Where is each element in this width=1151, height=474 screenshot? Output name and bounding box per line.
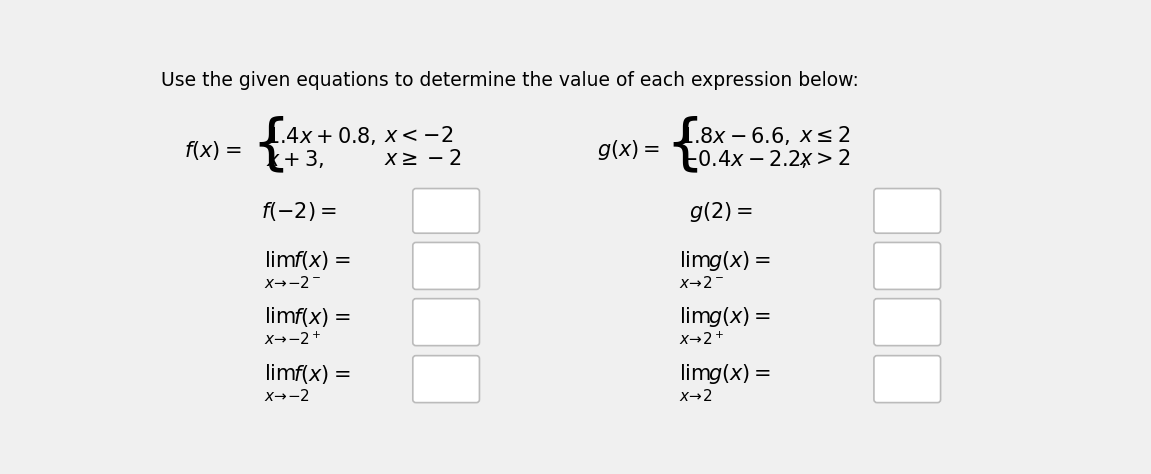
Text: $f(x) =$: $f(x) =$ <box>184 138 242 162</box>
FancyBboxPatch shape <box>413 189 480 233</box>
Text: $f(x) =$: $f(x) =$ <box>294 249 351 273</box>
Text: $x\!\rightarrow\!{-}2^-$: $x\!\rightarrow\!{-}2^-$ <box>264 275 321 291</box>
Text: $x\!\rightarrow\!{-}2$: $x\!\rightarrow\!{-}2$ <box>264 388 310 404</box>
Text: $g(x) =$: $g(x) =$ <box>708 249 771 273</box>
Text: $f(x) =$: $f(x) =$ <box>294 306 351 328</box>
Text: $g(2) =$: $g(2) =$ <box>689 200 754 224</box>
Text: $x \geq -2$: $x \geq -2$ <box>384 149 462 169</box>
Text: $x\!\rightarrow\!2$: $x\!\rightarrow\!2$ <box>679 388 712 404</box>
FancyBboxPatch shape <box>413 242 480 290</box>
Text: $x \leq 2$: $x \leq 2$ <box>799 126 851 146</box>
Text: $1.4x + 0.8,$: $1.4x + 0.8,$ <box>266 125 376 147</box>
Text: $x > 2$: $x > 2$ <box>799 149 851 169</box>
Text: $x + 3,$: $x + 3,$ <box>266 148 325 170</box>
Text: $\lim$: $\lim$ <box>264 364 296 384</box>
Text: $\lim$: $\lim$ <box>679 364 710 384</box>
Text: $g(x) =$: $g(x) =$ <box>597 138 661 162</box>
Text: $x\!\rightarrow\!{-}2^+$: $x\!\rightarrow\!{-}2^+$ <box>264 331 321 348</box>
Text: $\lim$: $\lim$ <box>264 307 296 327</box>
FancyBboxPatch shape <box>874 356 940 402</box>
FancyBboxPatch shape <box>874 242 940 290</box>
Text: $g(x) =$: $g(x) =$ <box>708 362 771 386</box>
Text: $\{$: $\{$ <box>251 115 284 175</box>
FancyBboxPatch shape <box>413 299 480 346</box>
Text: $1.8x - 6.6,$: $1.8x - 6.6,$ <box>680 125 791 147</box>
Text: $x < -2$: $x < -2$ <box>384 126 453 146</box>
Text: $-0.4x - 2.2,$: $-0.4x - 2.2,$ <box>680 148 808 170</box>
FancyBboxPatch shape <box>413 356 480 402</box>
Text: $g(x) =$: $g(x) =$ <box>708 305 771 329</box>
Text: $f(x) =$: $f(x) =$ <box>294 363 351 386</box>
Text: $\lim$: $\lim$ <box>679 307 710 327</box>
FancyBboxPatch shape <box>874 299 940 346</box>
Text: $f(-2) =$: $f(-2) =$ <box>261 200 337 223</box>
Text: Use the given equations to determine the value of each expression below:: Use the given equations to determine the… <box>161 71 859 90</box>
Text: $x\!\rightarrow\!2^-$: $x\!\rightarrow\!2^-$ <box>679 275 724 291</box>
Text: $\lim$: $\lim$ <box>679 251 710 271</box>
Text: $\{$: $\{$ <box>664 115 698 175</box>
Text: $x\!\rightarrow\!2^+$: $x\!\rightarrow\!2^+$ <box>679 331 724 348</box>
Text: $\lim$: $\lim$ <box>264 251 296 271</box>
FancyBboxPatch shape <box>874 189 940 233</box>
